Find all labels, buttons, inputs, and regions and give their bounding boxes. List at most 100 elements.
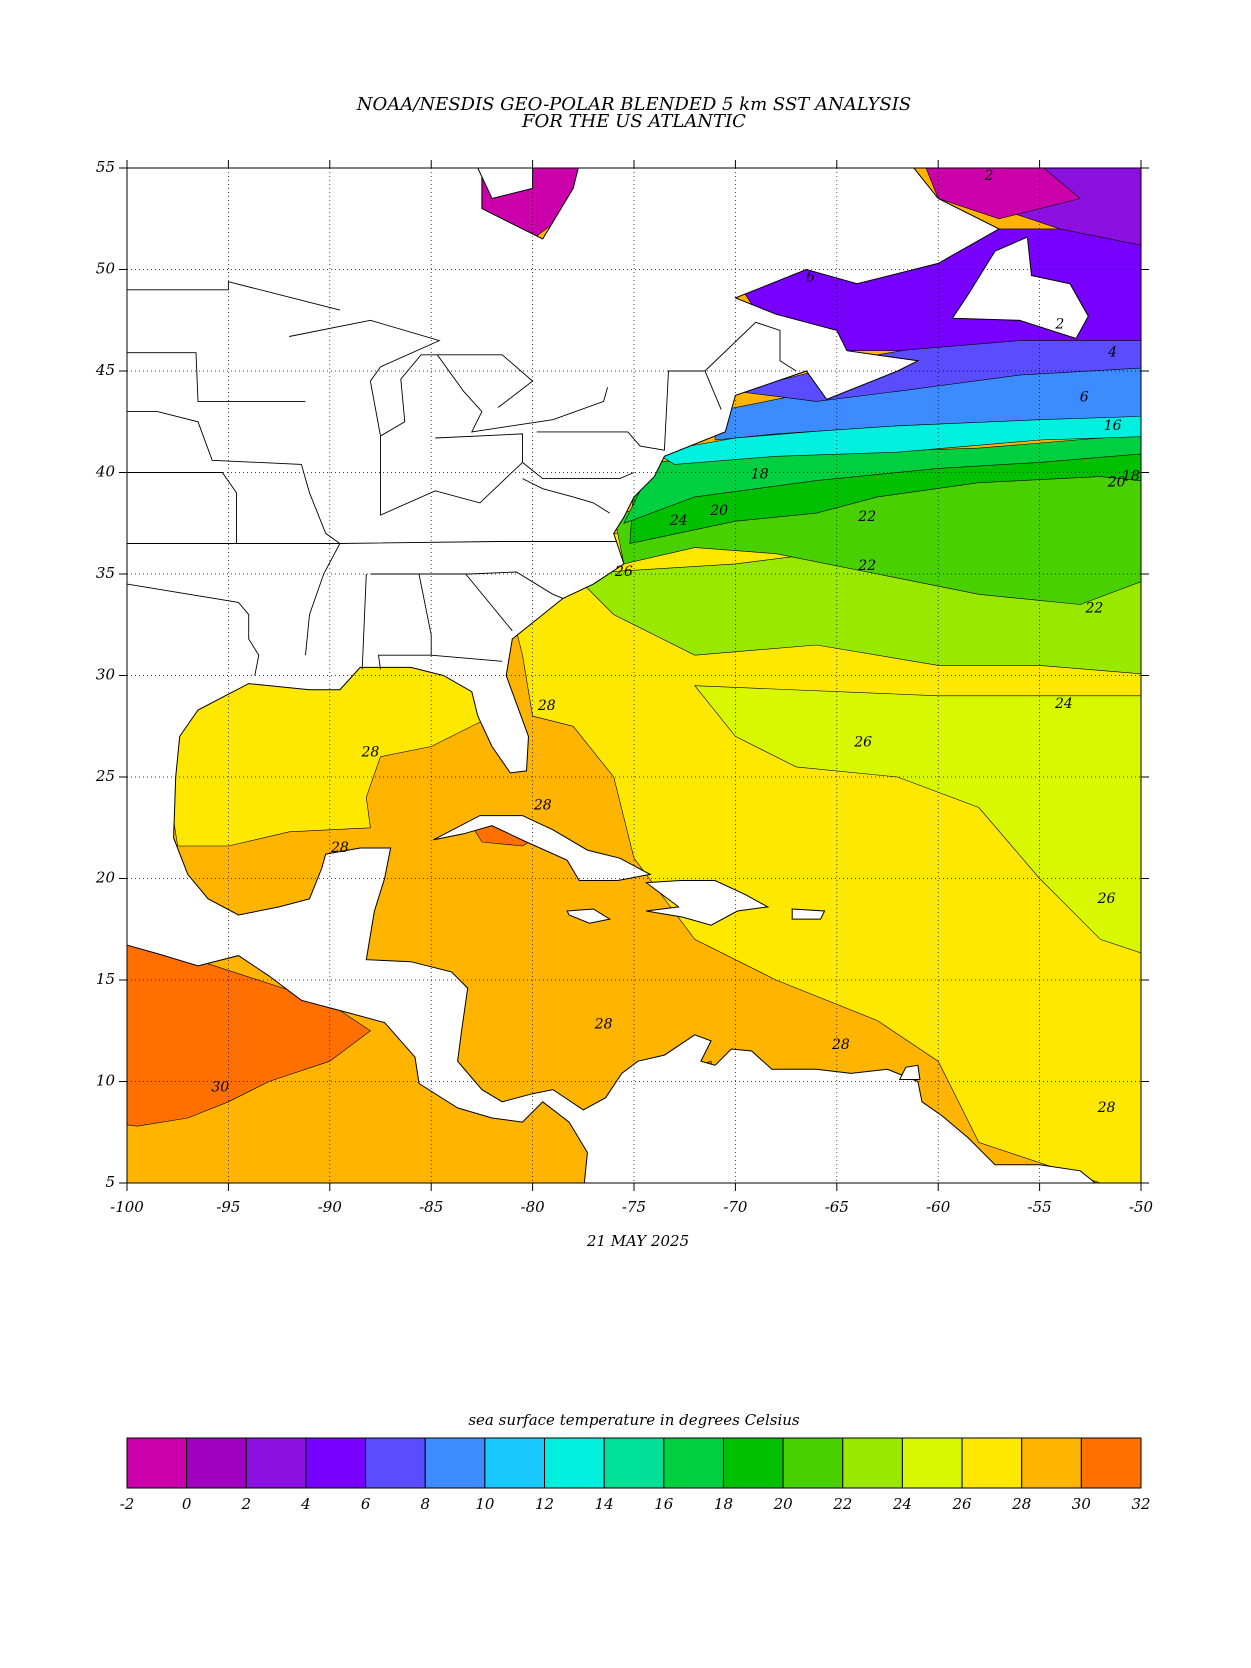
contour-label: 6 xyxy=(1080,389,1089,405)
contour-label: 22 xyxy=(857,558,876,574)
colorbar-tick-label: 22 xyxy=(832,1495,852,1513)
colorbar-box xyxy=(424,1437,486,1489)
colorbar-tick-label: 2 xyxy=(241,1495,252,1513)
contour-label: 26 xyxy=(1097,891,1116,907)
colorbar-box xyxy=(842,1437,903,1489)
date-label: 21 MAY 2025 xyxy=(586,1232,689,1250)
x-tick-label: -70 xyxy=(723,1198,748,1216)
x-tick-label: -95 xyxy=(216,1198,240,1216)
colorbar-box xyxy=(484,1437,546,1489)
colorbar-tick-label: 4 xyxy=(300,1495,311,1513)
colorbar-box xyxy=(186,1437,247,1489)
contour-label: 4 xyxy=(1107,345,1117,361)
colorbar-tick-label: 20 xyxy=(773,1495,794,1513)
x-tick-label: -90 xyxy=(318,1198,343,1216)
contour-label: 2 xyxy=(1054,316,1064,332)
boundary-line xyxy=(236,541,616,544)
colorbar-box xyxy=(782,1437,844,1489)
colorbar-box xyxy=(544,1437,605,1489)
colorbar-tick-label: 30 xyxy=(1072,1495,1092,1513)
boundary-line xyxy=(370,571,564,599)
x-tick-label: -55 xyxy=(1028,1198,1052,1216)
x-tick-label: -60 xyxy=(926,1198,951,1216)
boundary-line xyxy=(361,573,367,670)
sst-zone xyxy=(127,943,371,1127)
y-tick-label: 55 xyxy=(96,158,115,176)
colorbar-box xyxy=(961,1437,1023,1489)
y-tick-label: 10 xyxy=(96,1072,116,1090)
colorbar-tick-label: 8 xyxy=(420,1495,430,1513)
colorbar-tick-label: 24 xyxy=(892,1495,912,1513)
y-tick-label: 30 xyxy=(96,666,116,684)
colorbar-box xyxy=(663,1437,724,1489)
colorbar-tick-label: 28 xyxy=(1011,1495,1031,1513)
contour-label: 28 xyxy=(537,698,556,714)
boundary-line xyxy=(431,654,503,662)
contour-label: 28 xyxy=(533,797,552,813)
boundary-line xyxy=(127,583,260,676)
colorbar-tick-label: 0 xyxy=(182,1495,192,1513)
contour-label: 16 xyxy=(1104,418,1122,434)
colorbar-tick-label: 18 xyxy=(714,1495,733,1513)
contour-label: 28 xyxy=(330,840,349,856)
land xyxy=(791,908,826,920)
contour-label: 26 xyxy=(853,734,872,750)
colorbar-box xyxy=(365,1437,426,1489)
contour-label: 28 xyxy=(594,1017,613,1033)
contour-label: 28 xyxy=(1097,1100,1116,1116)
title-line-1: NOAA/NESDIS GEO-POLAR BLENDED 5 km SST A… xyxy=(356,94,911,115)
contour-label: 18 xyxy=(1122,469,1140,485)
colorbar-tick-label: 26 xyxy=(952,1495,973,1513)
colorbar-tick-label: 16 xyxy=(654,1495,674,1513)
colorbar-box xyxy=(901,1437,963,1489)
colorbar-box xyxy=(722,1437,784,1489)
x-tick-label: -80 xyxy=(521,1198,546,1216)
colorbar-tick-label: 12 xyxy=(535,1495,554,1513)
colorbar-box xyxy=(245,1437,307,1489)
x-tick-label: -50 xyxy=(1129,1198,1154,1216)
contour-label: 24 xyxy=(1054,696,1073,712)
land xyxy=(127,168,1097,1183)
land xyxy=(951,236,1089,340)
contour-label: 20 xyxy=(1107,475,1126,491)
land xyxy=(566,908,612,924)
contour-label: 22 xyxy=(1084,601,1103,617)
land xyxy=(644,880,770,926)
boundary-line xyxy=(465,573,513,632)
boundary-line xyxy=(127,472,237,544)
contour-label: 18 xyxy=(751,467,769,483)
axes: -100 -95 -90 -85 -80 -75 -70 -65 -60 -55 -50 5 10 15 2… xyxy=(95,158,1154,1216)
boundary-line xyxy=(435,433,635,480)
contour-label: 28 xyxy=(831,1037,850,1053)
colorbar-tick-label: 6 xyxy=(361,1495,371,1513)
colorbar-tick-label: 14 xyxy=(595,1495,614,1513)
contour-label: 26 xyxy=(614,564,633,580)
colorbar-box xyxy=(126,1437,188,1489)
boundary-line xyxy=(437,354,534,408)
title-line-2: FOR THE US ATLANTIC xyxy=(521,111,746,132)
contour-label: 6 xyxy=(806,270,815,286)
x-tick-label: -75 xyxy=(622,1198,646,1216)
contour-label: 24 xyxy=(669,513,688,529)
contour-label: 2 xyxy=(983,168,993,184)
boundary-line xyxy=(127,352,306,402)
y-tick-label: 5 xyxy=(105,1173,115,1191)
colorbar-box xyxy=(305,1437,367,1489)
boundary-line xyxy=(704,321,797,372)
y-tick-label: 50 xyxy=(96,260,116,278)
colorbar-box xyxy=(1080,1437,1142,1489)
y-tick-label: 40 xyxy=(95,463,116,481)
y-tick-label: 20 xyxy=(95,869,116,887)
y-tick-label: 25 xyxy=(95,767,115,785)
y-tick-label: 35 xyxy=(96,564,115,582)
boundary-line xyxy=(127,281,341,311)
colorbar-box xyxy=(1021,1437,1082,1489)
x-tick-label: -65 xyxy=(825,1198,849,1216)
boundary-line xyxy=(380,436,523,516)
contour-label: 30 xyxy=(211,1080,229,1096)
contour-label: 20 xyxy=(709,503,728,519)
y-tick-label: 45 xyxy=(95,361,115,379)
boundary-line xyxy=(127,411,341,656)
land xyxy=(898,1064,921,1080)
